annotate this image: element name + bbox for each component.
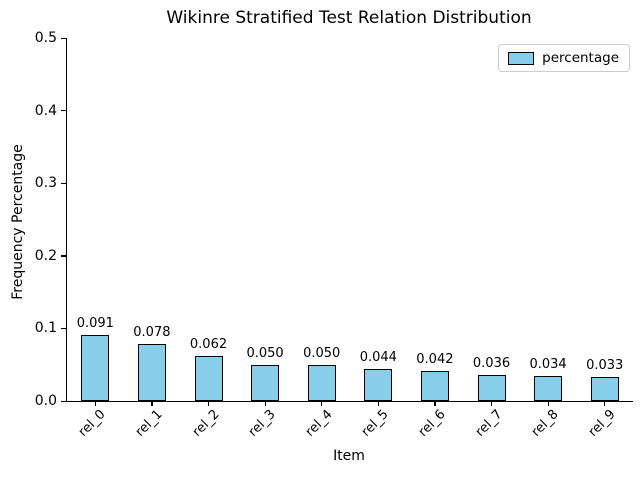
x-tick-mark — [604, 401, 606, 406]
bar-value-label: 0.036 — [472, 355, 511, 371]
bar-value-label: 0.044 — [359, 350, 397, 366]
x-tick-mark — [94, 401, 97, 406]
bar-value-label: 0.091 — [76, 315, 114, 331]
bar — [534, 376, 563, 401]
x-tick-mark — [264, 401, 266, 406]
legend: percentage — [498, 44, 630, 72]
bar-value-label: 0.033 — [586, 358, 624, 374]
y-tick-label: 0.1 — [34, 320, 57, 337]
bar — [590, 377, 619, 401]
x-tick-mark — [377, 401, 380, 406]
bar — [137, 344, 166, 401]
y-tick-label: 0.2 — [34, 247, 57, 264]
bar — [251, 364, 280, 401]
bar — [420, 370, 449, 401]
y-axis-label-text: Frequency Percentage — [10, 144, 26, 300]
y-tick-label: 0.5 — [34, 30, 57, 46]
x-tick-mark — [321, 401, 323, 406]
x-tick-mark — [208, 401, 210, 406]
bar-value-label: 0.042 — [416, 351, 454, 367]
y-tick-label: 0.4 — [34, 102, 57, 119]
y-tick-mark — [61, 37, 66, 39]
chart-title: Wikinre Stratified Test Relation Distrib… — [166, 8, 532, 28]
y-tick-mark — [61, 327, 66, 330]
legend-label: percentage — [542, 50, 619, 66]
bar-value-label: 0.062 — [189, 337, 228, 352]
bar — [307, 364, 336, 401]
bar — [477, 374, 506, 401]
x-axis-label: Item — [333, 448, 365, 464]
bar — [194, 356, 223, 401]
y-tick-label: 0.0 — [34, 393, 57, 409]
x-tick-mark — [434, 401, 436, 406]
plot-area: percentage 0.0 0.1 0.2 0.3 0.4 0.5 0.091 rel_0 0… — [35, 30, 633, 440]
bar-value-label: 0.078 — [133, 325, 171, 341]
y-tick-mark — [61, 400, 66, 402]
legend-swatch-icon — [508, 51, 535, 65]
x-tick-mark — [151, 401, 153, 406]
y-tick-label: 0.3 — [34, 175, 57, 192]
x-tick-mark — [491, 401, 493, 406]
x-tick-mark — [547, 401, 549, 406]
y-tick-mark — [61, 182, 66, 184]
bar — [81, 334, 110, 401]
y-tick-mark — [61, 110, 66, 112]
bar-value-label: 0.034 — [529, 357, 567, 373]
bar — [364, 369, 393, 401]
bar-value-label: 0.050 — [246, 345, 284, 361]
bar-value-label: 0.050 — [303, 345, 341, 361]
y-tick-mark — [61, 255, 66, 257]
